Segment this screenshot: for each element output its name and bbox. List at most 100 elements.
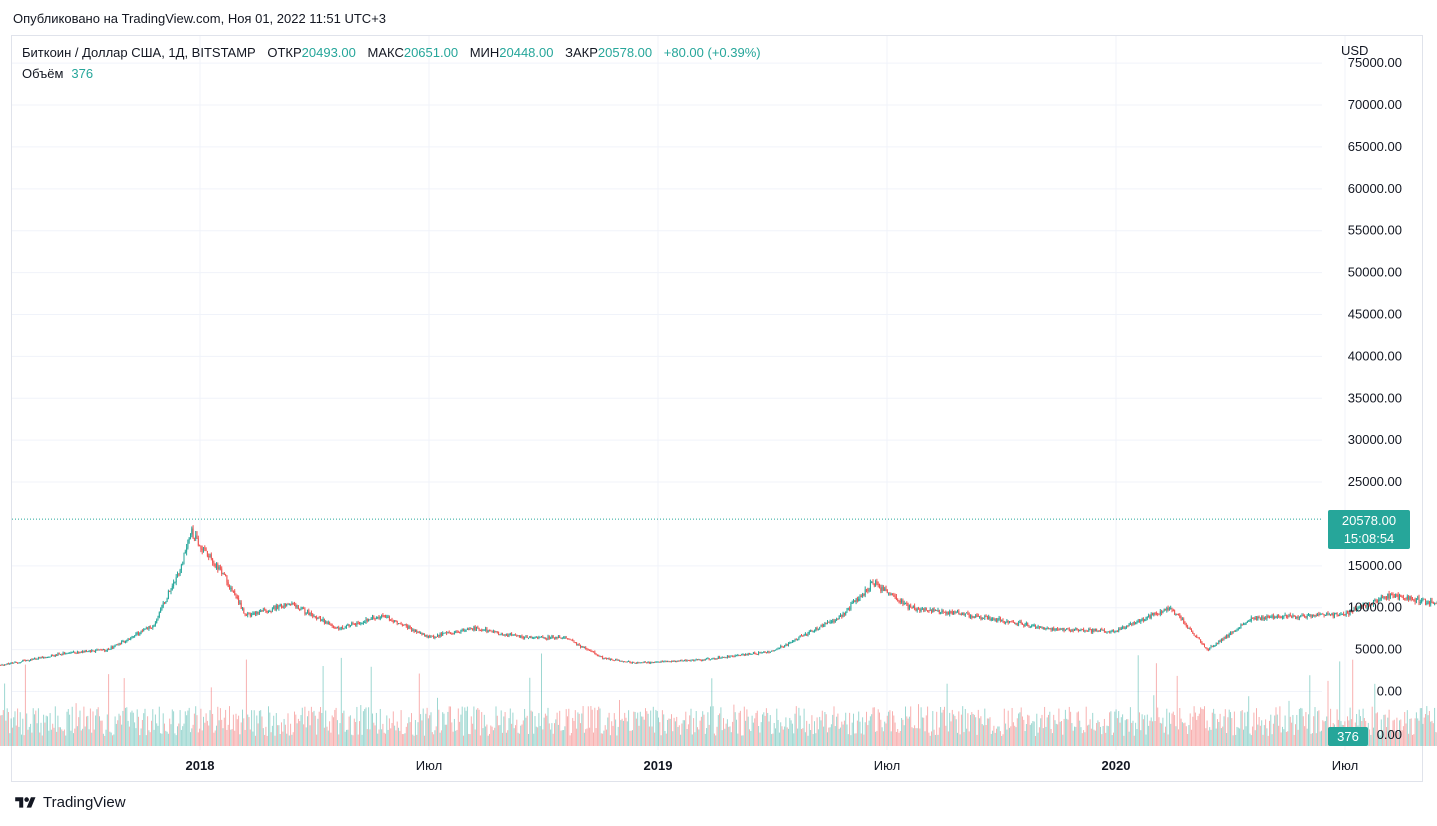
volume-bar [229,706,230,746]
candle-body [498,632,500,635]
volume-bar [1174,715,1176,746]
candle-body [382,615,384,617]
candle-body [230,587,232,589]
candle-body [1191,629,1192,632]
volume-bar [1387,717,1389,746]
candle-body [1240,624,1242,629]
volume-bar [360,705,362,746]
candle-body [1201,641,1203,644]
volume-bar [617,726,619,746]
candle-body [980,616,982,619]
candle-body [708,658,710,660]
volume-bar [667,719,669,746]
candle-body [635,662,637,664]
volume-bar [873,707,875,746]
volume-bar [507,730,509,746]
volume-bar [477,708,479,746]
volume-bar [97,707,99,746]
volume-bar [453,718,455,746]
volume-bar [375,712,377,746]
volume-bar [385,733,386,746]
volume-bar [1175,726,1177,746]
candle-body [992,618,994,620]
candle-body [1269,617,1270,619]
candle-body [619,659,620,662]
volume-bar [386,715,388,746]
candle-body [1228,633,1230,637]
chart-frame [11,35,1423,782]
volume-bar [964,708,966,746]
volume-bar [1280,732,1282,746]
volume-bar [307,716,308,746]
volume-bar [1100,726,1101,746]
candle-body [1077,629,1079,631]
candle-body [1066,628,1068,630]
volume-bar [520,725,522,746]
candle-body [1035,625,1036,629]
candle-body [899,600,901,603]
candle-body [680,660,682,662]
candle-body [609,658,611,660]
volume-bar [355,721,357,746]
candle-body [138,632,139,635]
volume-bar [305,727,307,746]
candle-body [924,607,926,611]
volume-bar [1123,735,1125,746]
candle-body [953,611,955,615]
volume-bar [191,728,193,746]
volume-bar [720,707,722,746]
candle-body [183,553,185,565]
candle-body [1376,600,1378,602]
volume-bar [1271,734,1273,746]
volume-bar [625,717,627,746]
volume-bar [1106,725,1108,746]
volume-bar [559,710,561,746]
candle-body [1080,629,1082,631]
candle-body [494,630,496,632]
candle-body [1128,624,1130,627]
volume-bar [1179,708,1181,746]
volume-bar [121,724,123,746]
volume-bar [318,711,320,746]
candle-body [624,661,626,663]
candle-body [1386,598,1387,600]
volume-bar [167,733,169,746]
published-caption: Опубликовано на TradingView.com, Ноя 01,… [13,11,387,26]
volume-bar [868,720,870,746]
candle-body [79,652,81,654]
candle-body [1011,621,1013,623]
candle-body [1048,628,1049,630]
candle-body [440,633,442,636]
candle-body [362,622,364,624]
candle-body [1405,598,1407,600]
volume-bar [1090,728,1092,746]
candle-body [863,593,865,596]
candle-body [807,633,809,636]
candle-body [1413,599,1415,601]
volume-bar [169,718,171,746]
candle-body [278,606,280,609]
volume-bar [148,730,150,746]
volume-bar [110,732,112,746]
volume-bar [1259,725,1261,746]
volume-bar [1141,714,1143,746]
candle-body [301,607,303,609]
candle-body [1206,648,1208,650]
candle-body [806,633,808,636]
candle-body [710,659,711,661]
candle-body [611,658,613,661]
volume-bar [993,725,995,746]
volume-bar [916,728,918,746]
candle-body [1210,646,1212,649]
candle-body [258,612,260,614]
volume-bar [999,731,1001,746]
candle-body [829,621,831,623]
candle-body [100,649,102,651]
volume-bar [645,708,646,746]
volume-bar [1061,720,1062,746]
candle-body [322,618,324,621]
candle-body [1016,623,1018,625]
candle-body [239,602,241,604]
volume-bar [162,713,164,746]
